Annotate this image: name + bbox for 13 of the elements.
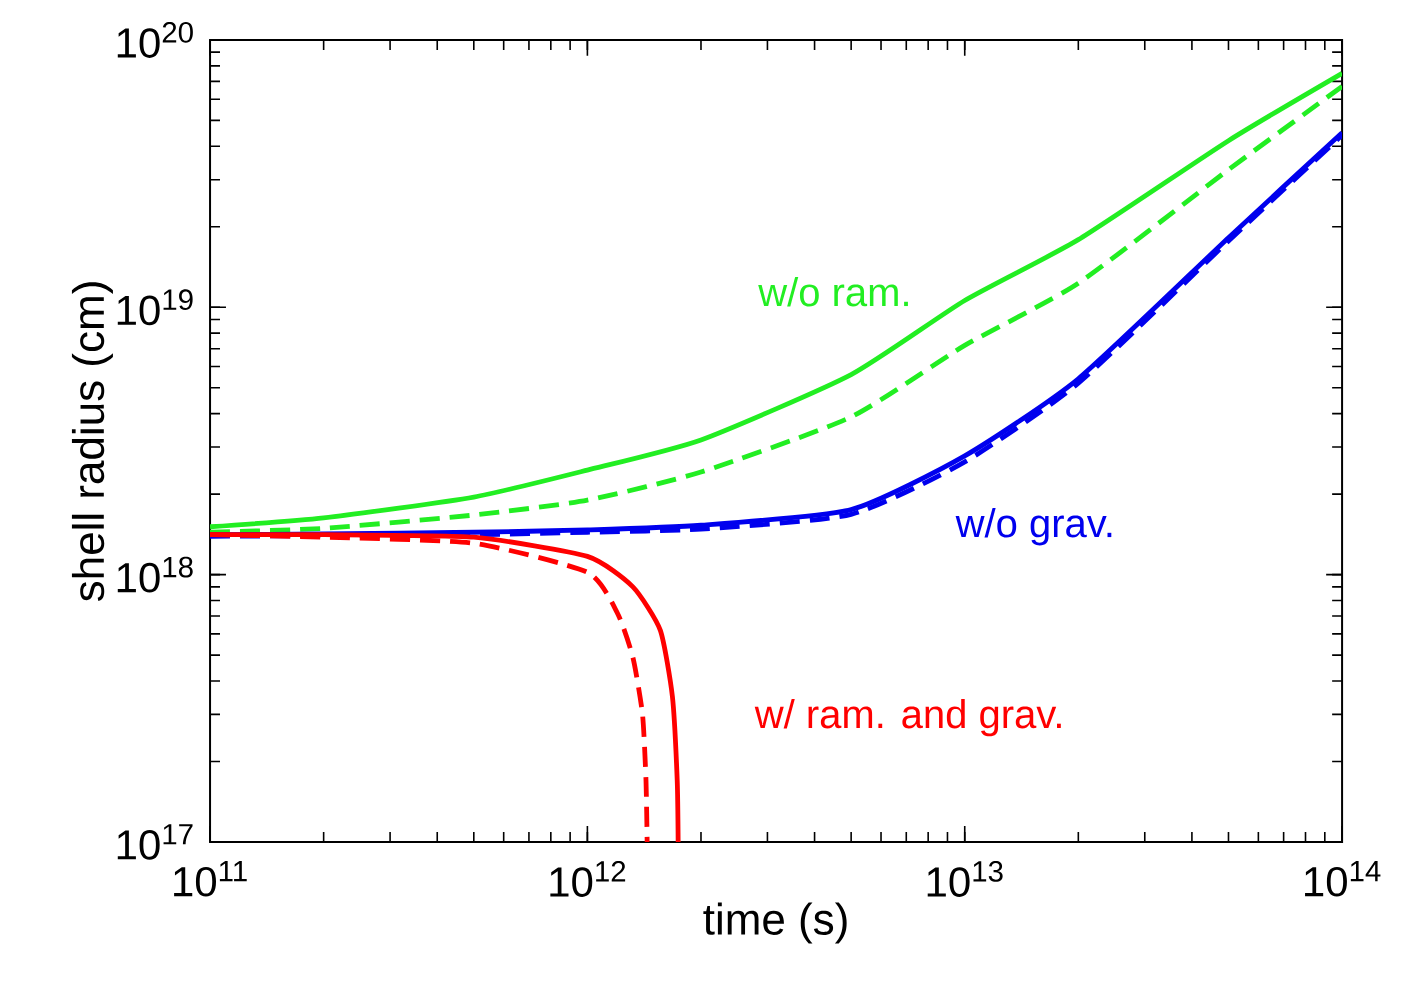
y-tick-label: 10$^{19}$ [117,289,193,326]
y-tick-label: 10$^{18}$ [117,556,193,593]
x-tick-label: 10$^{12}$ [550,860,626,897]
x-tick-label: 10$^{11}$ [174,860,247,897]
annotation: w/o ram. [758,277,908,307]
y-axis-title: shell radius (cm) [71,282,113,602]
x-tick-label: 10$^{14}$ [1305,860,1381,897]
annotation: w/o grav. [955,508,1112,546]
y-tick-label: 10$^{20}$ [117,21,193,58]
y-tick-label: 10$^{17}$ [117,824,193,860]
x-tick-label: 10$^{13}$ [927,860,1003,897]
x-axis-title: time (s) [703,902,847,944]
annotation: w/ ram. and grav. [754,698,1061,737]
